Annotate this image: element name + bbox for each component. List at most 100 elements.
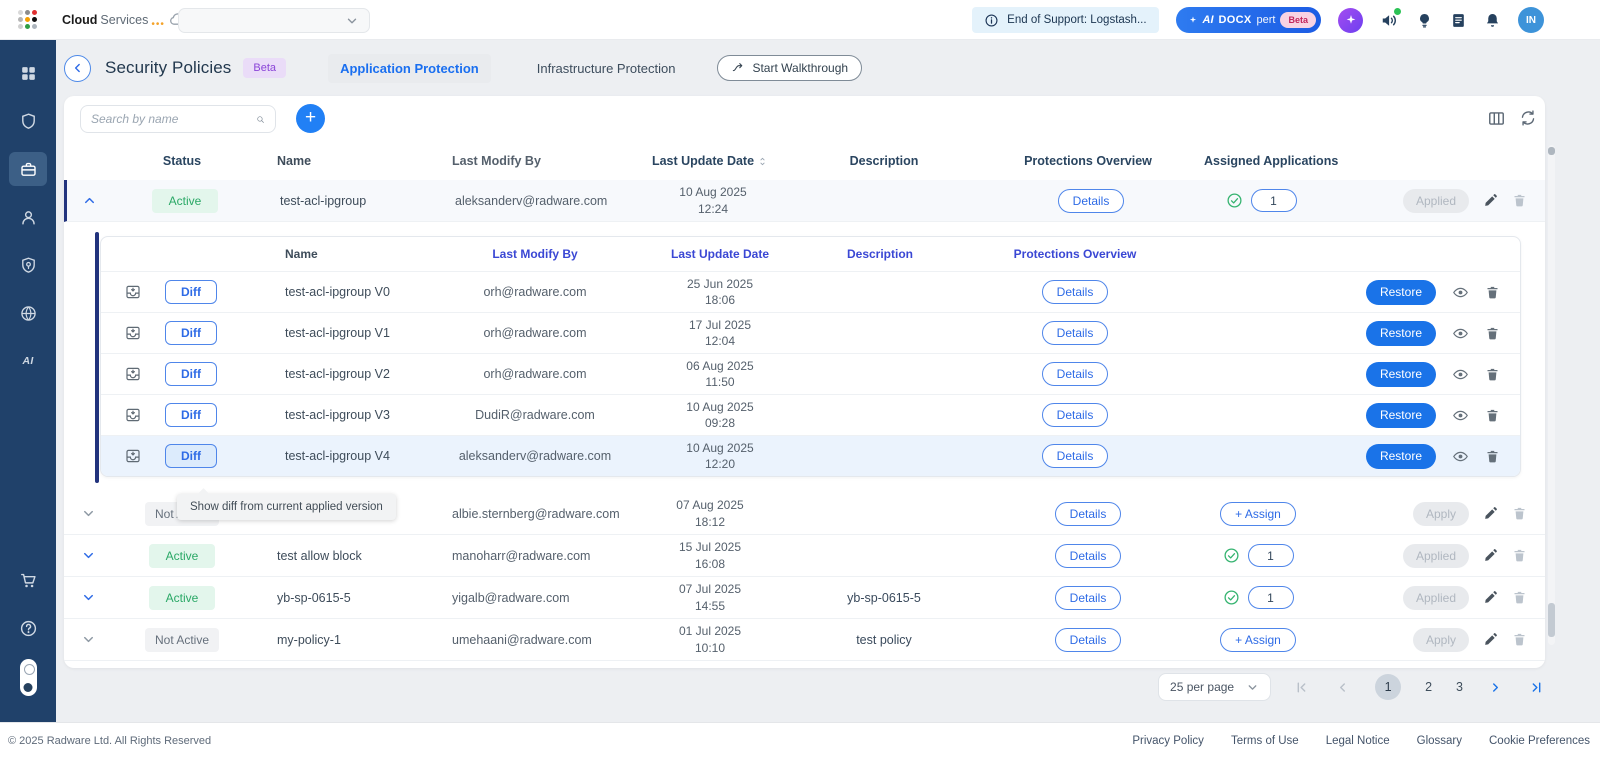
whats-new-button[interactable] [1416, 12, 1433, 29]
version-row[interactable]: Diff test-acl-ipgroup V1 orh@radware.com… [101, 312, 1520, 353]
edit-button[interactable] [1483, 506, 1498, 521]
page-2[interactable]: 2 [1425, 680, 1432, 694]
delete-button[interactable] [1512, 193, 1527, 208]
delete-button[interactable] [1512, 506, 1527, 521]
assigned-count-pill[interactable]: 1 [1248, 544, 1294, 567]
refresh-icon[interactable] [1519, 109, 1537, 127]
vertical-scrollbar[interactable] [1548, 145, 1555, 645]
diff-button[interactable]: Diff [165, 321, 217, 345]
sidebar-toggle[interactable] [20, 659, 37, 696]
columns-icon[interactable] [1487, 109, 1506, 128]
link-legal-notice[interactable]: Legal Notice [1326, 735, 1390, 747]
details-button[interactable]: Details [1058, 189, 1125, 213]
scrollbar-track[interactable] [1548, 145, 1555, 645]
restore-button[interactable]: Restore [1366, 321, 1436, 346]
expand-chevron-icon[interactable] [81, 632, 96, 647]
ai-docxpert-button[interactable]: AI DOCXpert Beta [1176, 7, 1321, 33]
next-page-icon[interactable] [1487, 679, 1504, 696]
version-row[interactable]: Diff test-acl-ipgroup V4 aleksanderv@rad… [101, 435, 1520, 476]
link-glossary[interactable]: Glossary [1417, 735, 1462, 747]
sidebar-item-policies[interactable] [9, 152, 47, 186]
delete-button[interactable] [1512, 632, 1527, 647]
diff-button[interactable]: Diff [165, 403, 217, 427]
documentation-button[interactable] [1450, 12, 1467, 29]
edit-button[interactable] [1483, 193, 1498, 208]
sidebar-item-network[interactable] [9, 296, 47, 330]
details-button[interactable]: Details [1055, 628, 1122, 652]
version-row[interactable]: Diff test-acl-ipgroup V0 orh@radware.com… [101, 271, 1520, 312]
view-button[interactable] [1452, 407, 1469, 424]
delete-version-button[interactable] [1485, 449, 1500, 464]
sort-icon[interactable] [757, 156, 768, 167]
restore-button[interactable]: Restore [1366, 444, 1436, 469]
assign-button[interactable]: + Assign [1220, 628, 1296, 652]
assign-button[interactable]: + Assign [1220, 502, 1296, 526]
delete-button[interactable] [1512, 590, 1527, 605]
page-3[interactable]: 3 [1456, 680, 1463, 694]
search-input[interactable] [91, 112, 248, 126]
link-terms-of-use[interactable]: Terms of Use [1231, 735, 1299, 747]
link-privacy-policy[interactable]: Privacy Policy [1132, 735, 1204, 747]
collapse-chevron-icon[interactable] [82, 193, 97, 208]
first-page-icon[interactable] [1293, 679, 1310, 696]
delete-version-button[interactable] [1485, 408, 1500, 423]
view-button[interactable] [1452, 366, 1469, 383]
col-last-update-date[interactable]: Last Update Date [652, 154, 754, 168]
diff-button[interactable]: Diff [165, 280, 217, 304]
sidebar-item-protection[interactable] [9, 104, 47, 138]
delete-version-button[interactable] [1485, 326, 1500, 341]
table-row[interactable]: Active yb-sp-0615-5 yigalb@radware.com 0… [64, 577, 1545, 619]
sidebar-item-marketplace[interactable] [9, 563, 47, 597]
announcements-button[interactable] [1380, 11, 1399, 30]
version-details-button[interactable]: Details [1042, 362, 1109, 386]
diff-button[interactable]: Diff [165, 362, 217, 386]
link-cookie-preferences[interactable]: Cookie Preferences [1489, 735, 1590, 747]
version-details-button[interactable]: Details [1042, 403, 1109, 427]
view-button[interactable] [1452, 448, 1469, 465]
version-details-button[interactable]: Details [1042, 321, 1109, 345]
restore-button[interactable]: Restore [1366, 362, 1436, 387]
details-button[interactable]: Details [1055, 544, 1122, 568]
delete-version-button[interactable] [1485, 367, 1500, 382]
tab-application-protection[interactable]: Application Protection [328, 54, 491, 83]
end-of-support-banner[interactable]: End of Support: Logstash... [972, 7, 1158, 33]
sidebar-item-ai[interactable]: AI [9, 344, 47, 378]
diff-button[interactable]: Diff [165, 444, 217, 468]
version-row[interactable]: Diff test-acl-ipgroup V2 orh@radware.com… [101, 353, 1520, 394]
sidebar-item-help[interactable] [9, 611, 47, 645]
sidebar-item-security[interactable] [9, 248, 47, 282]
restore-button[interactable]: Restore [1366, 403, 1436, 428]
assigned-count-pill[interactable]: 1 [1251, 189, 1297, 212]
delete-version-button[interactable] [1485, 285, 1500, 300]
version-row[interactable]: Diff test-acl-ipgroup V3 DudiR@radware.c… [101, 394, 1520, 435]
avatar[interactable]: IN [1518, 7, 1544, 33]
last-page-icon[interactable] [1528, 679, 1545, 696]
version-details-button[interactable]: Details [1042, 444, 1109, 468]
tab-infrastructure-protection[interactable]: Infrastructure Protection [525, 54, 688, 83]
notifications-button[interactable] [1484, 12, 1501, 29]
restore-button[interactable]: Restore [1366, 280, 1436, 305]
details-button[interactable]: Details [1055, 586, 1122, 610]
back-button[interactable] [64, 55, 91, 82]
sidebar-item-users[interactable] [9, 200, 47, 234]
add-policy-button[interactable]: + [296, 104, 325, 133]
page-1-current[interactable]: 1 [1375, 674, 1401, 700]
scrollbar-thumb[interactable] [1548, 603, 1555, 637]
assigned-count-pill[interactable]: 1 [1248, 586, 1294, 609]
edit-button[interactable] [1483, 548, 1498, 563]
view-button[interactable] [1452, 284, 1469, 301]
details-button[interactable]: Details [1055, 502, 1122, 526]
expand-chevron-icon[interactable] [81, 548, 96, 563]
table-row[interactable]: Active test-acl-ipgroup aleksanderv@radw… [64, 180, 1545, 222]
scrollbar-arrow[interactable] [1548, 147, 1555, 155]
prev-page-icon[interactable] [1334, 679, 1351, 696]
delete-button[interactable] [1512, 548, 1527, 563]
expand-chevron-icon[interactable] [81, 590, 96, 605]
ai-assistant-button[interactable] [1338, 8, 1363, 33]
start-walkthrough-button[interactable]: Start Walkthrough [717, 55, 862, 81]
per-page-select[interactable]: 25 per page [1158, 673, 1271, 701]
environment-select[interactable] [178, 8, 370, 33]
view-button[interactable] [1452, 325, 1469, 342]
expand-chevron-icon[interactable] [81, 506, 96, 521]
sidebar-item-dashboard[interactable] [9, 56, 47, 90]
